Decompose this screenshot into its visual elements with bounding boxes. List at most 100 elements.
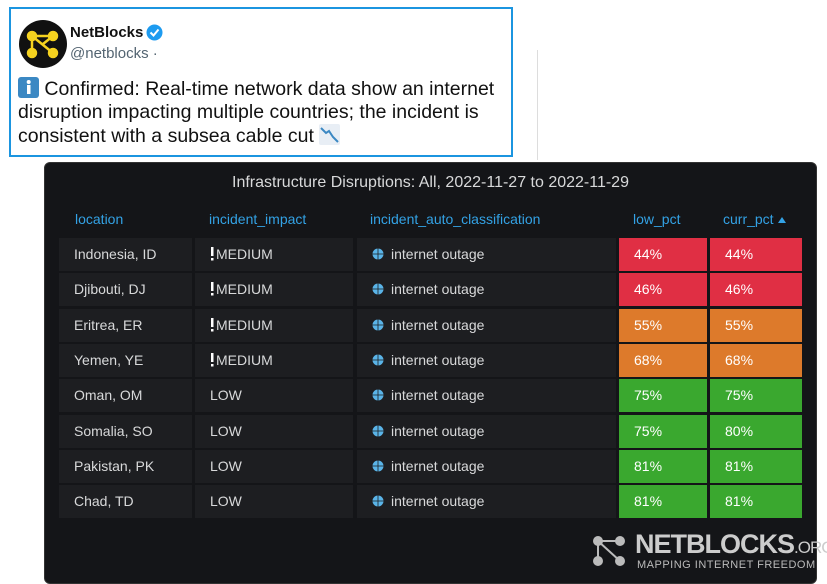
table-cell: MEDIUM: [195, 238, 353, 271]
verified-badge: [146, 24, 163, 41]
table-cell: LOW: [195, 414, 353, 448]
tweet-body: Confirmed: Real-time network data show a…: [18, 78, 495, 147]
dashboard-panel: Infrastructure Disruptions: All, 2022-11…: [44, 162, 827, 584]
cell-text: 81%: [725, 457, 754, 474]
warning-icon: [211, 352, 214, 367]
cell-text: Pakistan, PK: [74, 457, 155, 474]
column-header[interactable]: incident_auto_classification: [370, 211, 540, 227]
cell-text: internet outage: [391, 246, 485, 262]
cell-text: internet outage: [391, 493, 485, 510]
warning-icon: [211, 282, 214, 296]
table-cell: MEDIUM: [195, 308, 353, 342]
warning-icon: [211, 247, 214, 261]
column-header[interactable]: location: [75, 211, 123, 227]
user-handle[interactable]: @netblocks ·: [70, 45, 158, 62]
cell-text: internet outage: [391, 351, 485, 368]
column-header[interactable]: incident_impact: [209, 211, 306, 227]
table-cell: internet outage: [357, 238, 616, 271]
globe-icon: [372, 460, 384, 472]
table-cell: 68%: [619, 343, 707, 377]
table-cell: internet outage: [357, 273, 616, 307]
cell-text: 68%: [634, 351, 663, 368]
watermark-tagline: MAPPING INTERNET FREEDOM: [637, 559, 816, 571]
cell-text: internet outage: [391, 457, 485, 474]
cell-text: Yemen, YE: [74, 351, 144, 368]
cell-text: 81%: [725, 493, 754, 510]
globe-icon: [372, 495, 384, 507]
column-header[interactable]: low_pct: [633, 211, 680, 227]
table-cell: 81%: [710, 485, 802, 519]
table-cell: Pakistan, PK: [59, 449, 192, 483]
table-cell: 55%: [710, 308, 802, 342]
table-cell: Oman, OM: [59, 379, 192, 413]
panel-title: Infrastructure Disruptions: All, 2022-11…: [232, 174, 629, 191]
cell-text: LOW: [210, 493, 242, 510]
cell-text: 44%: [634, 246, 663, 262]
table-cell: 46%: [710, 273, 802, 307]
user-name[interactable]: NetBlocks: [70, 24, 144, 41]
table-cell: 44%: [710, 238, 802, 271]
cell-text: internet outage: [391, 316, 485, 333]
cell-text: LOW: [210, 457, 242, 474]
cell-text: 81%: [634, 493, 663, 510]
info-emoji: [18, 77, 39, 98]
table-cell: MEDIUM: [195, 273, 353, 307]
table-cell: Indonesia, ID: [59, 238, 192, 271]
cell-text: Indonesia, ID: [74, 246, 157, 262]
table-cell: Eritrea, ER: [59, 308, 192, 342]
table-cell: internet outage: [357, 485, 616, 519]
globe-icon: [372, 319, 384, 331]
table-cell: LOW: [195, 485, 353, 519]
chart-emoji: [319, 124, 341, 145]
sort-icon: [777, 217, 786, 223]
table-cell: 75%: [710, 379, 802, 413]
header-label: incident_impact: [209, 211, 307, 227]
warning-icon: [211, 317, 214, 332]
watermark-name: NETBLOCKS: [635, 529, 795, 559]
table-cell: Chad, TD: [59, 485, 192, 519]
cell-text: Chad, TD: [74, 493, 134, 510]
table-cell: LOW: [195, 449, 353, 483]
divider: [537, 50, 538, 160]
avatar[interactable]: [18, 19, 68, 69]
header-label: location: [75, 211, 124, 227]
table-cell: 75%: [619, 379, 707, 413]
globe-icon: [372, 248, 384, 260]
cell-text: 68%: [725, 351, 754, 368]
globe-icon: [372, 425, 384, 436]
globe-icon: [372, 389, 384, 401]
table-cell: Somalia, SO: [59, 414, 192, 448]
table-cell: 81%: [710, 449, 802, 483]
table-cell: 46%: [619, 273, 707, 307]
cell-text: 75%: [634, 422, 663, 439]
header-label: curr_pct: [723, 211, 774, 227]
table-cell: internet outage: [357, 414, 616, 448]
watermark-logo: [593, 536, 625, 566]
table-cell: 81%: [619, 449, 707, 483]
header-label: incident_auto_classification: [370, 211, 541, 227]
cell-text: MEDIUM: [216, 281, 273, 298]
watermark-brand: NETBLOCKS.ORG: [635, 529, 827, 560]
cell-text: Somalia, SO: [74, 422, 153, 439]
cell-text: Eritrea, ER: [74, 316, 143, 333]
globe-icon: [372, 283, 384, 295]
cell-text: LOW: [210, 422, 242, 439]
table-cell: 75%: [619, 414, 707, 448]
cell-text: Oman, OM: [74, 387, 143, 404]
cell-text: 75%: [634, 387, 663, 404]
table-cell: internet outage: [357, 343, 616, 377]
cell-text: MEDIUM: [216, 316, 273, 333]
table-cell: 44%: [619, 238, 707, 271]
column-header[interactable]: curr_pct: [723, 211, 787, 227]
tweet: NetBlocks @netblocks · Confirmed: Real-t…: [9, 7, 513, 157]
cell-text: 44%: [725, 246, 754, 262]
table-cell: 80%: [710, 414, 802, 448]
watermark-domain: .ORG: [794, 538, 827, 557]
cell-text: internet outage: [391, 422, 485, 439]
table-cell: 81%: [619, 485, 707, 519]
table-cell: internet outage: [357, 449, 616, 483]
table-cell: MEDIUM: [195, 343, 353, 377]
cell-text: 81%: [634, 457, 663, 474]
cell-text: LOW: [210, 387, 242, 404]
